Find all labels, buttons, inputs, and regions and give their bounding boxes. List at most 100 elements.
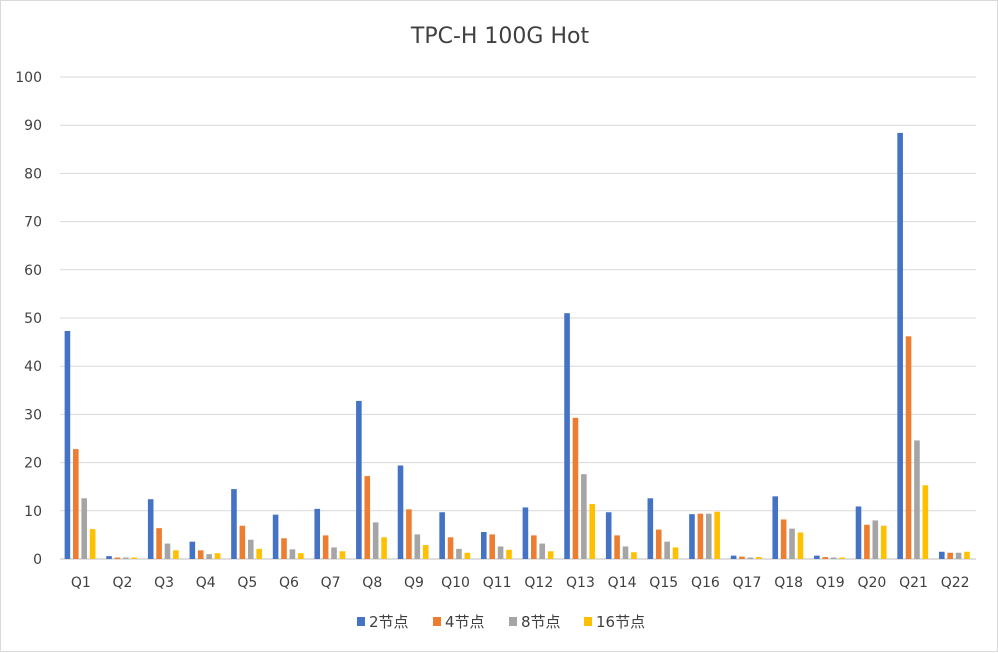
x-tick-label: Q21 (899, 575, 928, 591)
bar-q20-series-4 (880, 525, 887, 559)
bar-q4-series-4 (214, 553, 221, 559)
bar-q6-series-1 (272, 514, 279, 559)
bar-q5-series-1 (231, 489, 237, 559)
y-tick-label: 10 (24, 504, 42, 520)
legend-swatch-series-3 (509, 617, 517, 626)
bar-q5-series-4 (256, 548, 262, 559)
legend-label-series-4: 16节点 (596, 613, 645, 631)
bar-q17-series-2 (739, 556, 745, 559)
y-tick-label: 80 (24, 166, 42, 182)
bar-q17-series-1 (730, 555, 737, 559)
bar-q16-series-4 (714, 511, 720, 559)
gridlines (60, 76, 976, 560)
bar-q4-series-2 (197, 550, 204, 559)
y-tick-label: 100 (15, 70, 42, 86)
x-tick-label: Q4 (196, 575, 216, 591)
x-tick-label: Q15 (649, 575, 678, 591)
y-tick-label: 30 (24, 407, 42, 423)
legend: 2节点 4节点 8节点 16节点 (357, 613, 645, 631)
bar-q17-series-4 (756, 557, 762, 559)
bar-q19-series-3 (830, 557, 837, 559)
bar-q8-series-4 (381, 537, 387, 559)
bar-q14-series-2 (614, 535, 620, 559)
bar-q11-series-4 (506, 549, 512, 559)
bar-q8-series-3 (372, 522, 379, 559)
x-tick-label: Q18 (774, 575, 803, 591)
x-tick-label: Q7 (321, 575, 341, 591)
x-tick-label: Q9 (404, 575, 424, 591)
legend-swatch-series-4 (584, 617, 592, 626)
bar-q8-series-1 (356, 400, 362, 559)
legend-label-series-3: 8节点 (521, 613, 561, 631)
bar-q2-series-2 (114, 557, 121, 559)
bar-q12-series-3 (539, 543, 546, 559)
bar-q14-series-1 (605, 512, 612, 559)
bar-q18-series-2 (780, 519, 787, 559)
x-tick-label: Q16 (691, 575, 720, 591)
bar-q2-series-1 (106, 556, 112, 559)
bar-q19-series-1 (814, 555, 820, 559)
x-tick-label: Q6 (279, 575, 299, 591)
bar-q1-series-4 (89, 529, 96, 559)
bar-q14-series-3 (622, 546, 629, 559)
bar-q4-series-3 (206, 554, 212, 559)
bar-q21-series-4 (922, 485, 929, 559)
bar-q9-series-2 (406, 509, 412, 559)
bar-q13-series-4 (589, 504, 596, 559)
bar-q15-series-4 (672, 547, 679, 559)
y-axis-ticks: 0 10 20 30 40 50 60 70 80 90 100 (15, 70, 42, 568)
bar-q19-series-2 (822, 557, 829, 559)
x-tick-label: Q5 (237, 575, 257, 591)
bar-q1-series-2 (73, 449, 79, 559)
bar-q22-series-3 (955, 552, 962, 559)
bar-q15-series-1 (647, 498, 654, 559)
bar-q16-series-1 (689, 514, 695, 559)
bar-q22-series-2 (947, 552, 953, 559)
legend-swatch-series-2 (433, 617, 441, 626)
bar-q14-series-4 (631, 552, 637, 559)
legend-label-series-1: 2节点 (369, 613, 409, 631)
bar-q5-series-3 (247, 539, 254, 559)
bar-q9-series-4 (422, 545, 429, 559)
x-tick-label: Q14 (608, 575, 637, 591)
bar-q21-series-2 (905, 336, 912, 559)
bar-q7-series-1 (314, 508, 321, 559)
bar-q13-series-3 (581, 474, 587, 559)
bar-q9-series-1 (397, 465, 404, 559)
bar-q6-series-4 (298, 553, 304, 559)
x-tick-label: Q13 (566, 575, 595, 591)
bar-q8-series-2 (364, 476, 371, 559)
x-axis-ticks: Q1 Q2 Q3 Q4 Q5 Q6 Q7 Q8 Q9 Q10 Q11 Q12 Q13 Q14 Q15 Q16 Q… (71, 575, 970, 591)
bar-q11-series-2 (489, 534, 495, 559)
bar-q20-series-2 (864, 524, 870, 559)
bar-q7-series-2 (322, 535, 329, 559)
bar-q15-series-2 (655, 529, 662, 559)
y-tick-label: 70 (24, 215, 42, 231)
bar-q2-series-4 (131, 557, 138, 559)
x-tick-label: Q20 (857, 575, 886, 591)
bar-q6-series-2 (281, 538, 287, 559)
bar-q3-series-1 (147, 499, 154, 559)
bar-q21-series-3 (914, 440, 920, 559)
bar-q18-series-4 (797, 532, 804, 559)
bar-q3-series-2 (156, 528, 162, 559)
x-tick-label: Q17 (733, 575, 762, 591)
bar-q22-series-4 (964, 551, 970, 559)
bar-q15-series-3 (664, 541, 670, 559)
bar-q11-series-1 (480, 532, 487, 559)
y-tick-label: 50 (24, 311, 42, 327)
bar-q13-series-2 (572, 417, 579, 559)
x-tick-label: Q3 (154, 575, 174, 591)
bar-q3-series-4 (173, 550, 179, 559)
bar-q10-series-3 (456, 548, 462, 559)
bar-q17-series-3 (747, 557, 754, 559)
bar-q16-series-3 (705, 513, 712, 559)
legend-label-series-2: 4节点 (445, 613, 485, 631)
bar-q21-series-1 (897, 132, 903, 560)
x-tick-label: Q22 (941, 575, 970, 591)
bar-q19-series-4 (839, 557, 845, 559)
x-tick-label: Q1 (71, 575, 91, 591)
bar-q1-series-1 (64, 331, 71, 559)
